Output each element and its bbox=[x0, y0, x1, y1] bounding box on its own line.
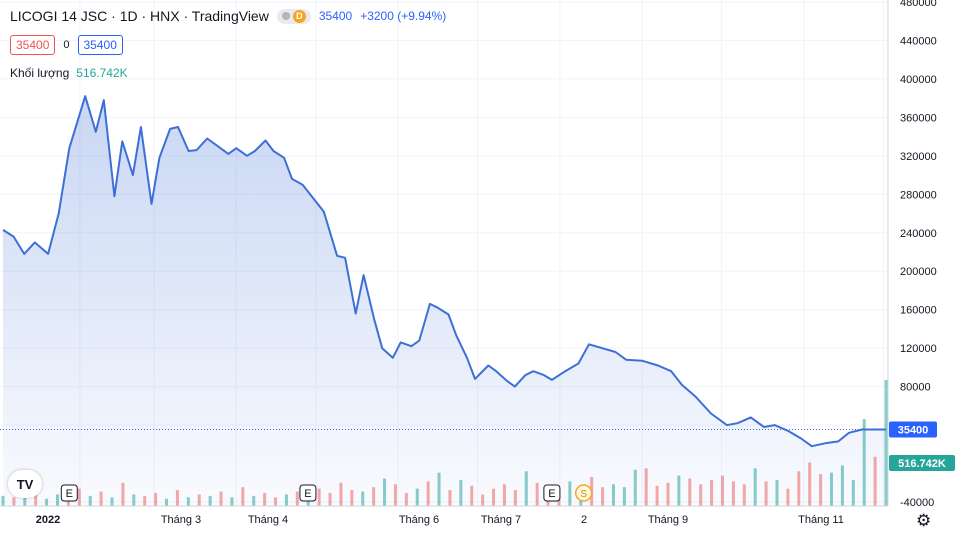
earnings-marker-label: E bbox=[548, 488, 555, 500]
y-tick-label: 400000 bbox=[900, 74, 937, 86]
volume-legend-label: Khối lượng bbox=[10, 66, 70, 80]
y-tick-label: 160000 bbox=[900, 305, 937, 317]
earnings-marker-icon[interactable] bbox=[543, 484, 561, 502]
price-axis-bg bbox=[888, 0, 962, 533]
chart-title: LICOGI 14 JSC · 1D · HNX · TradingView bbox=[10, 8, 269, 24]
y-tick-label: 480000 bbox=[900, 0, 937, 9]
x-tick-label: Tháng 3 bbox=[161, 514, 201, 526]
price-area-fill bbox=[3, 96, 886, 506]
earnings-marker-icon[interactable] bbox=[60, 484, 78, 502]
x-tick-label: Tháng 7 bbox=[481, 514, 521, 526]
y-tick-label: -40000 bbox=[900, 497, 934, 509]
volume-axis-label: 516.742K bbox=[898, 458, 946, 470]
volume-legend[interactable]: Khối lượng 516.742K bbox=[10, 66, 128, 80]
split-marker-icon[interactable] bbox=[574, 484, 593, 502]
delayed-data-badge: D bbox=[292, 9, 306, 23]
earnings-marker-icon[interactable] bbox=[299, 484, 317, 502]
spread-value: 0 bbox=[63, 39, 70, 51]
last-price-label-bg bbox=[889, 421, 937, 438]
y-tick-label: 240000 bbox=[900, 228, 937, 240]
x-tick-label: 2022 bbox=[36, 514, 60, 526]
x-tick-label: Tháng 11 bbox=[798, 514, 844, 526]
x-tick-label: Tháng 9 bbox=[648, 514, 688, 526]
y-tick-label: 440000 bbox=[900, 35, 937, 47]
status-dot-icon bbox=[281, 12, 290, 20]
ask-box[interactable]: 35400 bbox=[77, 35, 123, 55]
bid-ask-row: 35400 0 35400 bbox=[10, 35, 123, 55]
price-area bbox=[0, 95, 888, 506]
tradingview-logo-icon[interactable]: TV bbox=[8, 470, 42, 498]
y-tick-label: 280000 bbox=[900, 189, 937, 201]
x-tick-label: Tháng 6 bbox=[399, 514, 439, 526]
logo-text: TV bbox=[16, 476, 34, 492]
x-tick-label: 2 bbox=[581, 514, 587, 526]
gear-icon[interactable]: ⚙ bbox=[916, 511, 932, 530]
y-tick-label: 320000 bbox=[900, 151, 937, 163]
last-price-label: 35400 bbox=[898, 425, 929, 437]
time-axis: 2022 Tháng 3 Tháng 4 Tháng 6 Tháng 7 2 Tháng 9… bbox=[0, 505, 888, 526]
y-tick-label: 200000 bbox=[900, 266, 937, 278]
price-axis: 480000 440000 400000 360000 320000 280000 2400… bbox=[887, 0, 962, 533]
volume-legend-value: 516.742K bbox=[76, 66, 128, 80]
chart-header: LICOGI 14 JSC · 1D · HNX · TradingView D… bbox=[10, 8, 446, 24]
y-tick-label: 360000 bbox=[900, 112, 937, 124]
split-marker-label: S bbox=[580, 489, 587, 500]
earnings-marker-label: E bbox=[304, 488, 311, 500]
bid-box[interactable]: 35400 bbox=[10, 35, 56, 55]
y-tick-label: 80000 bbox=[900, 382, 931, 394]
y-tick-label: 120000 bbox=[900, 343, 937, 355]
earnings-marker-label: E bbox=[66, 488, 73, 500]
volume-label-bg bbox=[889, 455, 955, 471]
axis-labels: 35400 516.742K bbox=[889, 421, 955, 471]
price-change: +3200 (+9.94%) bbox=[360, 9, 447, 23]
x-tick-label: Tháng 4 bbox=[248, 514, 288, 526]
last-price: 35400 bbox=[318, 9, 353, 23]
market-status-pill[interactable]: D bbox=[276, 8, 311, 24]
price-line bbox=[2, 95, 886, 448]
